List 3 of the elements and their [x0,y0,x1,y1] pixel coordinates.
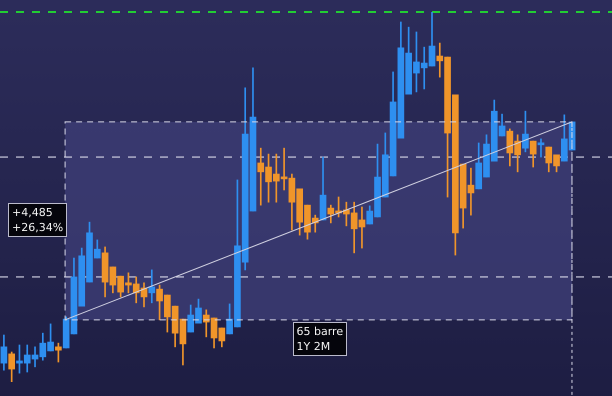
candlestick [538,138,544,158]
annotation: +4,485 +26,34% [8,203,68,237]
annotation: 65 barre 1Y 2M [292,322,348,356]
